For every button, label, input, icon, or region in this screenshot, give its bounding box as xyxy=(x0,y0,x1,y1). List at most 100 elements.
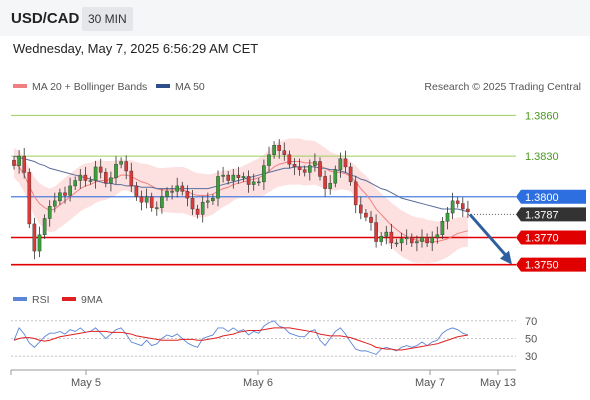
candle-body xyxy=(180,185,185,192)
candle-body xyxy=(404,237,409,240)
candle-body xyxy=(42,218,47,235)
candle-body xyxy=(348,166,353,183)
projection-arrow-shaft xyxy=(468,213,509,258)
time-label-may-7: May 7 xyxy=(415,377,445,389)
candle-body xyxy=(170,191,174,193)
candle-body xyxy=(328,183,333,189)
candle-body xyxy=(119,161,123,165)
level-tag-text-1.3787: 1.3787 xyxy=(525,209,559,221)
candle-body xyxy=(98,166,103,173)
candle-body xyxy=(323,176,327,189)
header-bar: USD/CAD 30 MIN xyxy=(0,0,590,36)
timeframe-button[interactable]: 30 MIN xyxy=(82,7,133,31)
ma9-legend-label: 9MA xyxy=(81,294,103,306)
candle-body xyxy=(343,158,348,168)
candle-body xyxy=(124,161,128,172)
candle-body xyxy=(103,172,108,184)
candle-body xyxy=(455,200,460,204)
level-tag-1.3770 xyxy=(516,230,586,245)
rsi-tick-50: 50 xyxy=(525,334,537,346)
candle-body xyxy=(88,180,93,182)
candle-body xyxy=(144,196,149,203)
candle-body xyxy=(415,241,419,244)
credit-label: Research © 2025 Trading Central xyxy=(424,81,581,93)
candle-body xyxy=(425,237,429,244)
candle-body xyxy=(461,203,465,210)
candle-body xyxy=(272,145,276,155)
candle-body xyxy=(221,174,225,177)
candle-body xyxy=(22,155,27,173)
time-label-may-13: May 13 xyxy=(480,377,516,389)
candle-body xyxy=(175,185,180,192)
rsi-line xyxy=(13,320,469,355)
candle-body xyxy=(231,174,236,181)
time-label-may-5: May 5 xyxy=(71,377,101,389)
candle-body xyxy=(129,170,134,187)
candle-body xyxy=(420,237,424,242)
rsi-tick-70: 70 xyxy=(525,316,537,328)
candle-body xyxy=(58,192,62,202)
level-label-1.3860: 1.3860 xyxy=(525,110,559,122)
candle-body xyxy=(308,165,312,173)
rsi-legend-label: RSI xyxy=(32,294,50,306)
candle-body xyxy=(190,197,195,210)
candle-body xyxy=(154,207,159,209)
ma20-legend-label: MA 20 + Bollinger Bands xyxy=(32,81,147,93)
ma20-line xyxy=(13,161,469,243)
level-label-1.3830: 1.3830 xyxy=(525,151,559,163)
price-levels xyxy=(11,114,516,266)
candle-body xyxy=(257,181,261,184)
candle-body xyxy=(410,237,414,244)
ma50-line xyxy=(13,155,469,213)
timestamp: Wednesday, May 7, 2025 6:56:29 AM CET xyxy=(13,41,259,56)
candle-body xyxy=(353,181,358,206)
ma20-legend-swatch xyxy=(13,84,27,88)
candle-body xyxy=(318,161,322,177)
candle-body xyxy=(68,185,72,196)
time-axis: May 5 May 6 May 7 May 13 xyxy=(10,370,516,389)
candle-body xyxy=(236,174,241,178)
candle-body xyxy=(262,165,266,183)
candle-body xyxy=(83,174,88,181)
level-tag-text-1.3770: 1.3770 xyxy=(525,233,559,245)
candle-body xyxy=(374,222,378,242)
time-label-may-6: May 6 xyxy=(243,377,273,389)
candle-body xyxy=(185,191,190,199)
level-tag-1.3800 xyxy=(516,189,586,204)
candle-body xyxy=(78,174,83,181)
candle-body xyxy=(389,231,394,244)
candle-body xyxy=(364,212,368,218)
candle-body xyxy=(338,158,343,170)
ma9-line xyxy=(13,327,468,351)
symbol-title: USD/CAD xyxy=(11,10,80,27)
candle-body xyxy=(114,164,118,178)
moving-averages xyxy=(13,155,469,243)
candle-body xyxy=(440,221,445,235)
candle-body xyxy=(32,223,37,252)
candle-body xyxy=(134,185,139,197)
candle-body xyxy=(47,206,52,219)
candle-body xyxy=(399,238,404,244)
candle-body xyxy=(282,150,287,155)
candle-body xyxy=(27,172,32,225)
candle-body xyxy=(450,200,455,214)
candle-body xyxy=(435,234,440,238)
candle-body xyxy=(430,237,435,244)
candle-body xyxy=(379,235,384,242)
candle-body xyxy=(333,169,338,184)
candle-body xyxy=(73,180,77,187)
candle-body xyxy=(160,196,164,208)
projection-arrow xyxy=(468,213,512,265)
candle-body xyxy=(37,234,42,252)
candle-body xyxy=(277,145,282,151)
candle-body xyxy=(251,181,256,185)
candle-body xyxy=(313,161,317,166)
candle-body xyxy=(359,204,363,214)
candle-body xyxy=(63,192,67,196)
candle-body xyxy=(53,200,57,207)
candle-body xyxy=(267,154,271,166)
candle-body xyxy=(394,242,399,245)
candles xyxy=(12,139,470,260)
candle-body xyxy=(12,159,16,166)
level-tag-text-1.3800: 1.3800 xyxy=(525,192,559,204)
